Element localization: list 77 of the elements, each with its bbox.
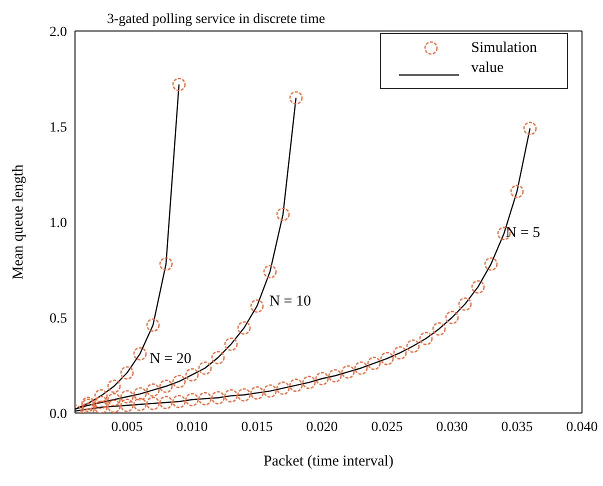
y-tick-label: 0.5 [50, 311, 67, 326]
annotation: N = 20 [150, 350, 192, 367]
point [237, 321, 251, 335]
x-tick-label: 0.005 [111, 420, 143, 435]
point [484, 257, 498, 271]
x-tick-label: 0.035 [501, 420, 533, 435]
point [172, 394, 186, 408]
point [224, 389, 238, 402]
point [172, 374, 186, 388]
point [276, 382, 290, 395]
point [107, 392, 121, 406]
point [159, 257, 173, 271]
annotation: N = 5 [506, 224, 540, 241]
chart-title: 3-gated polling service in discrete time [106, 12, 326, 27]
legend-label: Simulation [471, 39, 537, 58]
y-tick-label: 0.0 [50, 406, 67, 422]
point [432, 322, 446, 336]
x-tick-label: 0.040 [566, 420, 598, 435]
x-tick-label: 0.015 [241, 420, 273, 435]
point [146, 396, 160, 410]
point [120, 390, 134, 404]
point [185, 392, 199, 406]
point [263, 384, 277, 398]
y-tick-label: 1.0 [50, 216, 67, 231]
point [380, 352, 394, 366]
point [159, 380, 173, 393]
point [172, 78, 186, 92]
point [211, 391, 225, 404]
annotation: N = 10 [269, 294, 311, 310]
point [133, 387, 147, 401]
point [263, 265, 277, 278]
point [159, 396, 173, 410]
point [146, 383, 160, 397]
legend-label: value [471, 59, 504, 78]
point [94, 400, 108, 413]
point [250, 386, 264, 400]
point [237, 388, 251, 402]
y-tick-label: 1.5 [50, 120, 67, 136]
point [211, 350, 225, 364]
point [198, 361, 212, 375]
point [523, 122, 537, 136]
y-axis-title: Mean queue length [10, 164, 26, 280]
point [406, 340, 420, 353]
point [107, 400, 121, 413]
point [445, 310, 459, 324]
point [146, 318, 160, 332]
point [224, 338, 238, 351]
point [185, 368, 199, 382]
point [393, 346, 407, 360]
point [107, 380, 121, 393]
point [289, 378, 303, 392]
point [120, 366, 134, 380]
point [133, 347, 147, 360]
point [276, 208, 290, 222]
x-tick-label: 0.010 [176, 420, 208, 435]
point [341, 365, 355, 379]
point [289, 91, 303, 104]
point [458, 297, 472, 311]
point [250, 299, 264, 313]
point [328, 369, 342, 382]
point [133, 398, 147, 412]
point [419, 332, 433, 346]
x-axis-title: Packet (time interval) [264, 454, 394, 470]
point [302, 376, 316, 390]
x-tick-label: 0.030 [436, 420, 468, 435]
point [94, 389, 108, 402]
point [354, 361, 368, 375]
point [198, 392, 212, 406]
point [120, 398, 134, 412]
point [315, 372, 329, 386]
point [367, 356, 381, 370]
point [94, 396, 108, 410]
x-tick-label: 0.020 [306, 420, 338, 435]
y-tick-label: 2.0 [50, 24, 67, 40]
point [510, 184, 524, 198]
x-tick-label: 0.025 [371, 420, 403, 435]
point [471, 280, 485, 294]
